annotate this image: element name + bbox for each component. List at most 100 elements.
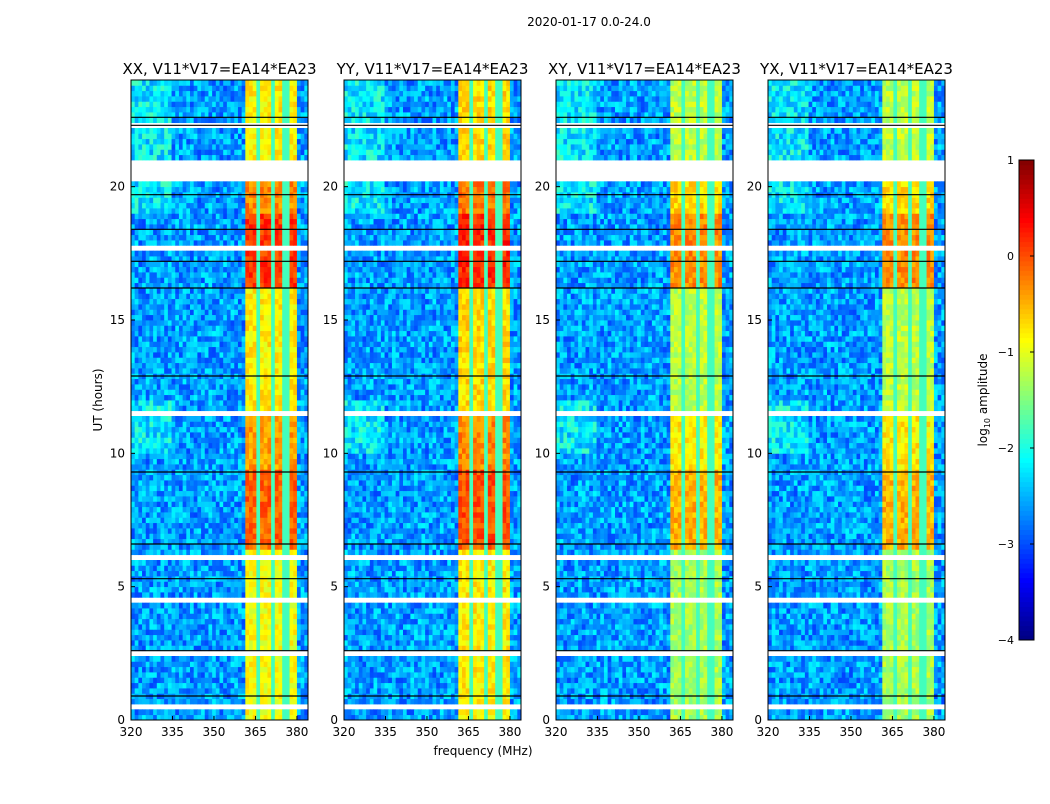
heatmap-cell [153, 256, 158, 262]
heatmap-cell [190, 437, 195, 444]
heatmap-cell [285, 288, 290, 294]
heatmap-cell [234, 378, 239, 385]
heatmap-cell [164, 426, 169, 433]
heatmap-cell [167, 640, 172, 646]
heatmap-cell [241, 624, 246, 630]
heatmap-cell [285, 309, 290, 316]
heatmap-cell [223, 522, 228, 529]
heatmap-cell [204, 485, 209, 492]
heatmap-cell [167, 234, 172, 241]
heatmap-cell [175, 549, 180, 556]
heatmap-cell [300, 224, 305, 230]
heatmap-cell [212, 506, 217, 513]
heatmap-cell [153, 549, 158, 556]
heatmap-cell [241, 208, 246, 214]
heatmap-cell [178, 250, 184, 257]
heatmap-cell [230, 320, 235, 326]
heatmap-cell [138, 682, 143, 689]
heatmap-cell [167, 485, 172, 492]
heatmap-cell [285, 384, 290, 390]
heatmap-cell [304, 629, 309, 636]
heatmap-cell [156, 592, 161, 598]
heatmap-cell [230, 272, 235, 278]
heatmap-cell [212, 389, 217, 396]
heatmap-cell [234, 512, 239, 518]
heatmap-cell [267, 250, 272, 257]
heatmap-cell [142, 202, 147, 209]
heatmap-cell [204, 117, 209, 124]
heatmap-cell [145, 224, 150, 230]
heatmap-cell [197, 661, 202, 668]
heatmap-cell [230, 330, 235, 337]
heatmap-cell [186, 458, 191, 465]
heatmap-cell [138, 709, 143, 716]
heatmap-cell [293, 277, 298, 284]
heatmap-cell [160, 277, 165, 284]
heatmap-cell [186, 181, 191, 188]
heatmap-cell [263, 581, 268, 588]
heatmap-cell [296, 378, 302, 385]
heatmap-cell [186, 320, 191, 326]
heatmap-cell [134, 453, 139, 460]
heatmap-cell [296, 325, 302, 332]
heatmap-cell [178, 629, 184, 636]
heatmap-cell [175, 586, 180, 593]
heatmap-cell [226, 432, 231, 438]
heatmap-cell [260, 229, 265, 236]
heatmap-cell [208, 629, 213, 636]
heatmap-cell [190, 330, 195, 337]
heatmap-cell [304, 506, 309, 513]
heatmap-cell [156, 128, 161, 134]
heatmap-cell [226, 346, 231, 353]
heatmap-cell [208, 458, 213, 465]
heatmap-cell [142, 453, 147, 460]
heatmap-cell [260, 464, 265, 470]
heatmap-cell [304, 405, 309, 412]
heatmap-cell [230, 282, 235, 289]
heatmap-cell [282, 656, 287, 662]
heatmap-cell [204, 202, 209, 209]
heatmap-cell [249, 608, 254, 614]
heatmap-cell [300, 624, 305, 630]
heatmap-cell [223, 304, 228, 310]
heatmap-cell [215, 213, 220, 220]
heatmap-cell [142, 608, 147, 614]
heatmap-cell [193, 213, 198, 220]
heatmap-cell [230, 394, 235, 401]
heatmap-cell [237, 421, 243, 428]
heatmap-cell [160, 538, 165, 545]
heatmap-cell [278, 400, 283, 406]
heatmap-cell [201, 117, 206, 124]
heatmap-cell [249, 229, 254, 236]
heatmap-cell [304, 384, 309, 390]
heatmap-cell [260, 549, 265, 556]
heatmap-cell [300, 442, 305, 449]
heatmap-cell [226, 389, 231, 396]
heatmap-cell [171, 709, 176, 716]
heatmap-cell [278, 618, 283, 625]
heatmap-cell [197, 250, 202, 257]
heatmap-cell [256, 261, 261, 268]
heatmap-cell [153, 565, 158, 572]
heatmap-cell [263, 506, 268, 513]
heatmap-cell [167, 544, 172, 550]
heatmap-cell [289, 560, 294, 566]
heatmap-cell [263, 133, 268, 140]
heatmap-cell [160, 336, 165, 342]
heatmap-cell [167, 437, 172, 444]
heatmap-cell [204, 106, 209, 113]
heatmap-cell [260, 672, 265, 678]
heatmap-cell [245, 277, 250, 284]
heatmap-cell [241, 138, 246, 145]
heatmap-cell [204, 666, 209, 673]
heatmap-cell [293, 106, 298, 113]
heatmap-cell [201, 613, 206, 620]
heatmap-cell [190, 688, 195, 694]
heatmap-cell [271, 549, 276, 556]
heatmap-cell [230, 682, 235, 689]
heatmap-cell [278, 330, 283, 337]
heatmap-cell [274, 400, 279, 406]
heatmap-cell [267, 224, 272, 230]
heatmap-cell [142, 378, 147, 385]
heatmap-cell [282, 517, 287, 524]
